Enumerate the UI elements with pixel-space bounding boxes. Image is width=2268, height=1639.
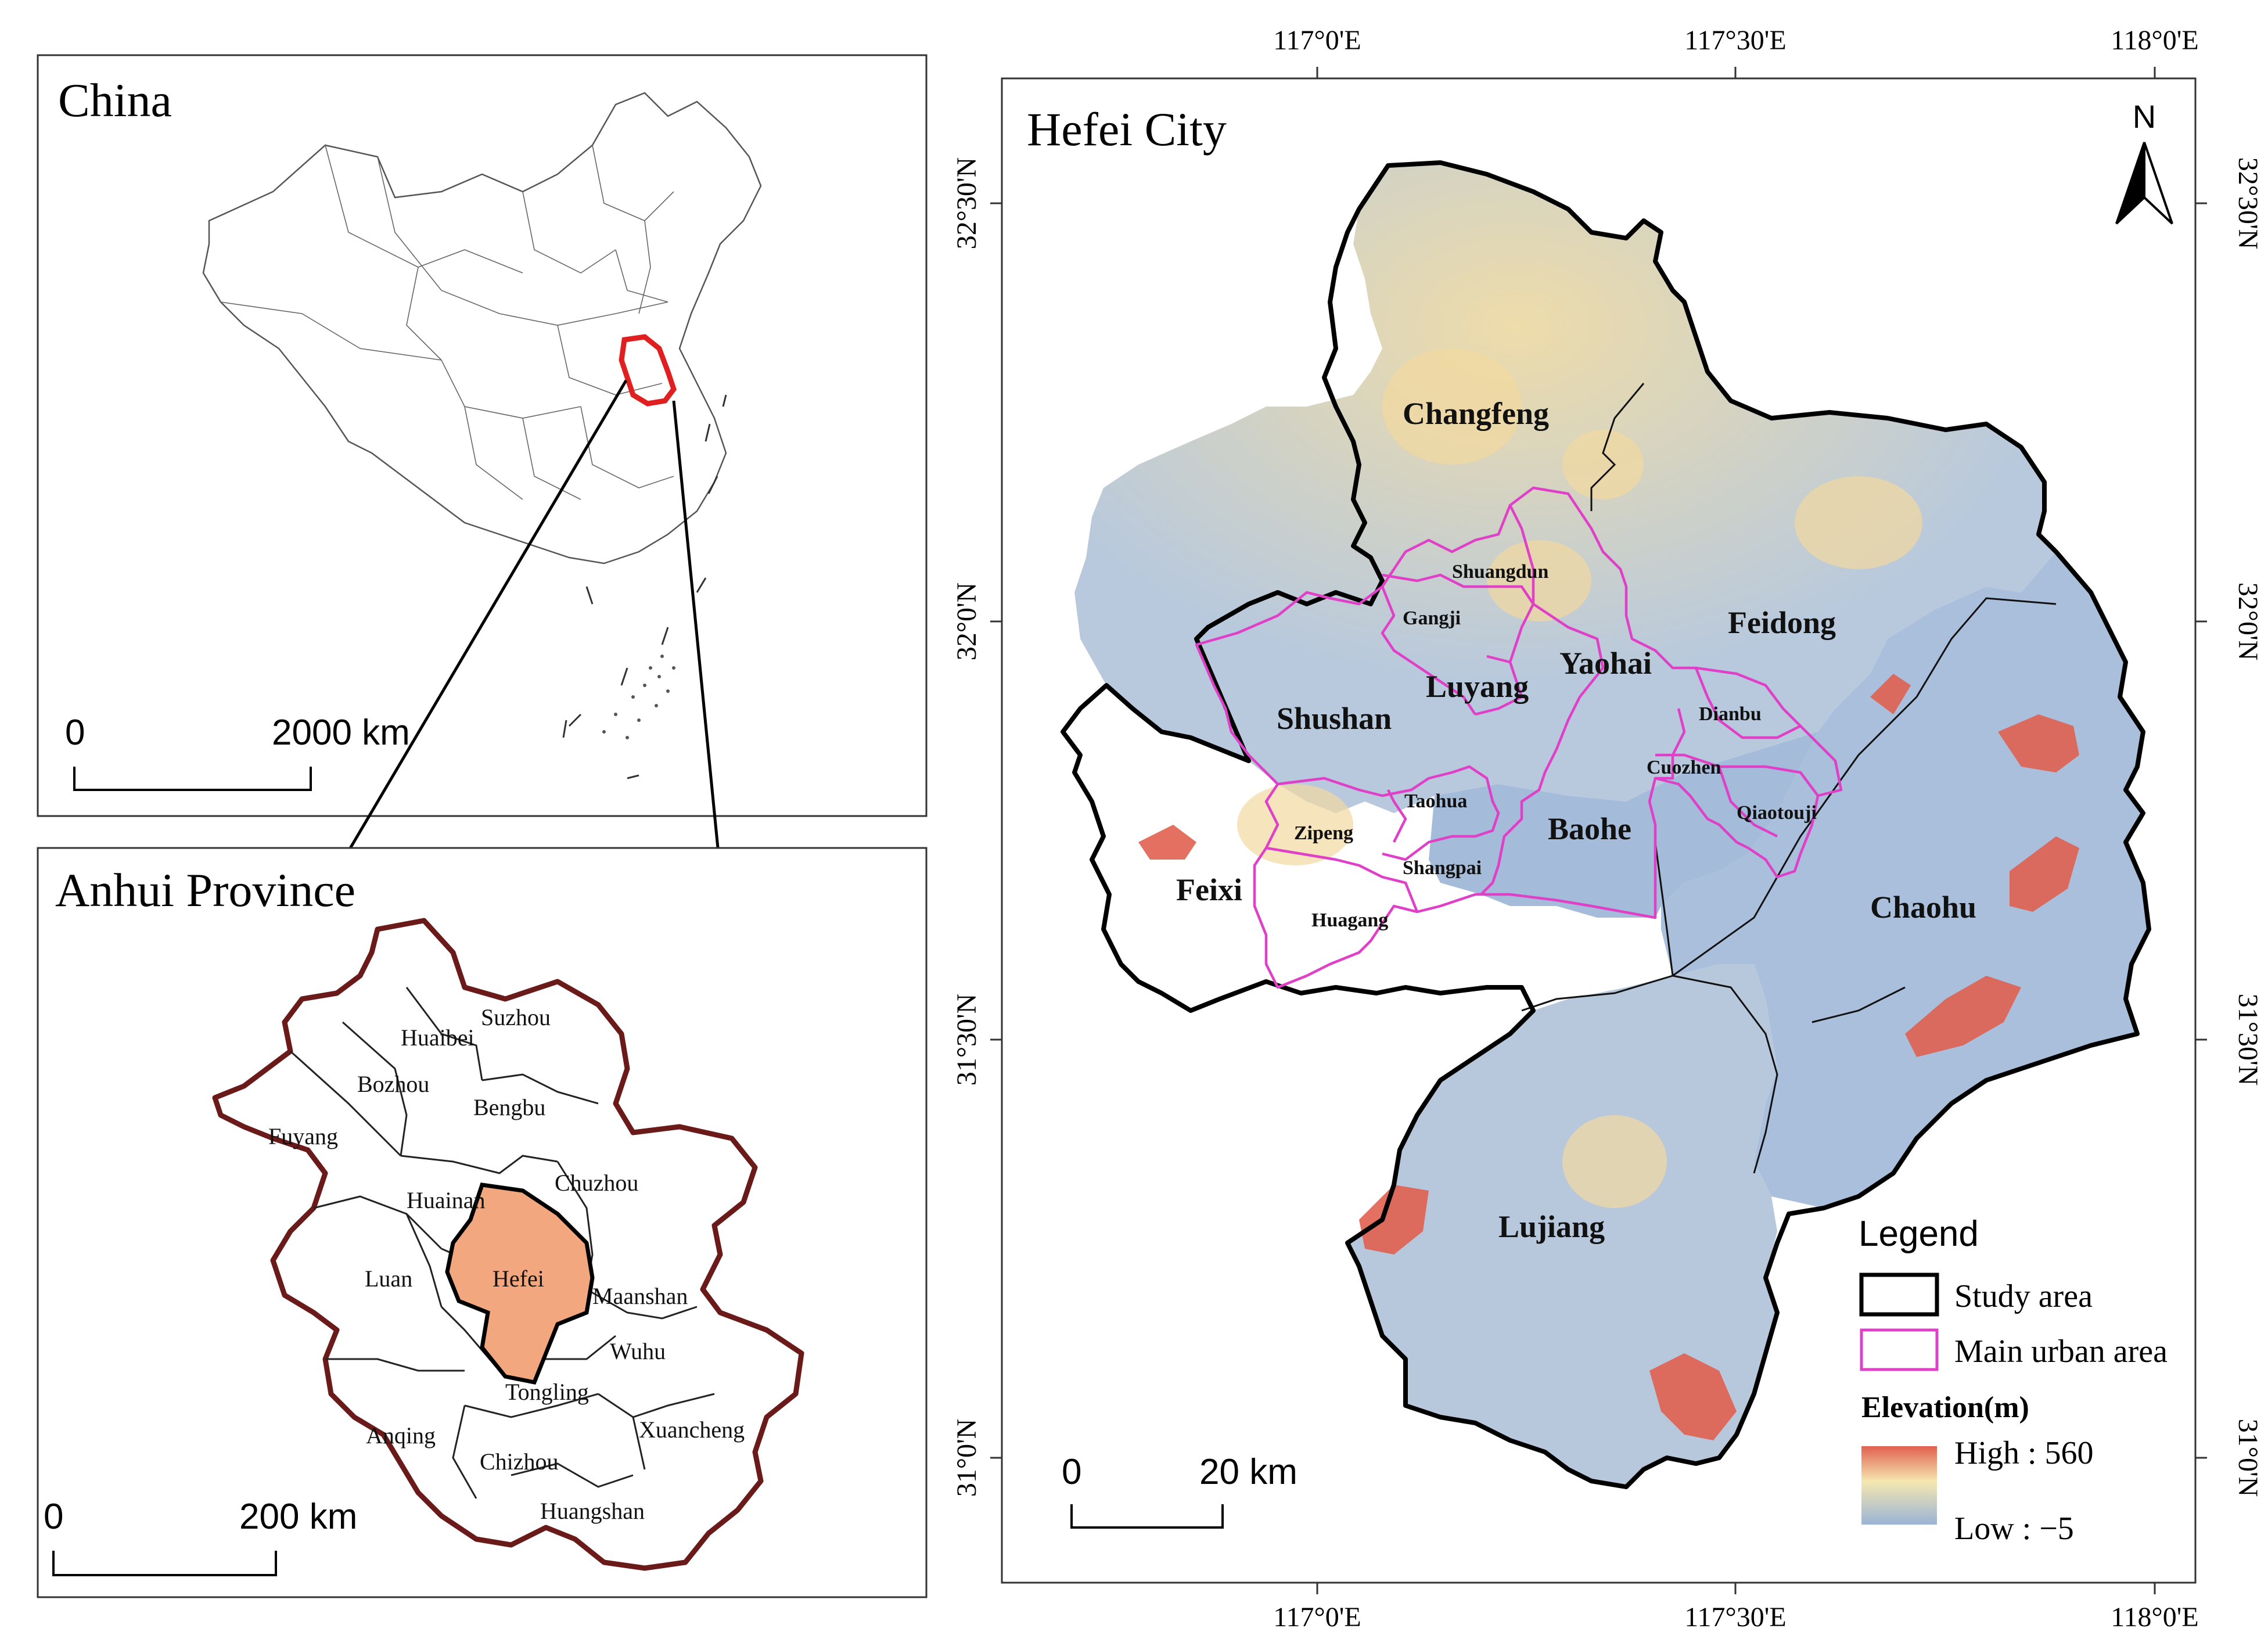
label-feixi: Feixi [1176,872,1242,907]
label-baohe: Baohe [1548,811,1631,846]
island-dots [602,655,675,739]
label-lujiang: Lujiang [1498,1209,1605,1244]
china-title: China [58,74,172,127]
label-hefei: Hefei [493,1266,544,1292]
subdistrict-labels: Shuangdun Gangji Dianbu Cuozhen Qiaotouj… [1294,561,1817,931]
svg-text:20 km: 20 km [1199,1452,1297,1492]
svg-text:N: N [2133,98,2156,135]
label-huagang: Huagang [1311,910,1388,931]
label-huangshan: Huangshan [540,1498,645,1524]
legend-title: Legend [1859,1214,1979,1254]
longitude-labels-top: 117°0'E 117°30'E 118°0'E [1273,25,2198,56]
district-labels: Changfeng Feidong Shushan Luyang Yaohai … [1176,396,1976,1244]
svg-text:118°0'E: 118°0'E [2111,1602,2198,1633]
south-china-sea-islands [562,394,727,779]
label-wuhu: Wuhu [610,1338,666,1364]
svg-text:0: 0 [1062,1452,1081,1492]
svg-text:32°30'N: 32°30'N [951,157,982,250]
label-dianbu: Dianbu [1699,703,1762,725]
legend-study-area-label: Study area [1954,1278,2093,1314]
label-maanshan: Maanshan [592,1283,688,1309]
label-feidong: Feidong [1728,605,1836,640]
label-changfeng: Changfeng [1403,396,1549,431]
label-cuozhen: Cuozhen [1647,757,1721,778]
svg-text:31°0'N: 31°0'N [951,1419,982,1497]
graticule-ticks [990,67,2207,1594]
latitude-labels-right: 32°30'N 32°0'N 31°30'N 31°0'N [2233,157,2263,1497]
svg-text:32°30'N: 32°30'N [2233,157,2263,250]
label-luan: Luan [365,1266,412,1292]
label-luyang: Luyang [1426,669,1529,704]
label-bengbu: Bengbu [473,1094,545,1120]
svg-text:2000 km: 2000 km [272,713,410,753]
label-taohua: Taohua [1404,790,1467,812]
label-huaibei: Huaibei [401,1025,475,1051]
label-zipeng: Zipeng [1294,822,1353,844]
anhui-panel: Anhui Province Suzhou [37,847,928,1598]
legend-urban-swatch [1860,1328,1939,1371]
china-panel: China [37,54,928,817]
district-boundaries [1521,383,2057,1174]
label-chaohu: Chaohu [1870,890,1976,925]
svg-text:117°0'E: 117°0'E [1273,1602,1361,1633]
svg-text:32°0'N: 32°0'N [2233,583,2263,661]
svg-text:200 km: 200 km [239,1497,357,1537]
label-bozhou: Bozhou [357,1071,429,1097]
svg-text:31°0'N: 31°0'N [2233,1419,2263,1497]
anhui-scale-bar: 0 200 km [44,1497,357,1576]
study-area-outline [1061,160,2151,1489]
hefei-in-anhui [445,1182,595,1385]
longitude-labels-bottom: 117°0'E 117°30'E 118°0'E [1273,1602,2198,1633]
svg-text:31°30'N: 31°30'N [2233,994,2263,1086]
label-anqing: Anqing [366,1422,436,1448]
anhui-city-boundaries [289,987,715,1499]
label-shangpai: Shangpai [1403,857,1482,879]
label-xuancheng: Xuancheng [639,1417,745,1443]
legend-elevation-title: Elevation(m) [1861,1391,2029,1424]
china-province-lines [220,145,674,500]
legend-urban-label: Main urban area [1954,1334,2168,1370]
svg-text:32°0'N: 32°0'N [951,583,982,661]
hefei-title: Hefei City [1027,103,1227,156]
svg-text:0: 0 [65,713,85,753]
label-huainan: Huainan [407,1187,486,1213]
china-scale-bar: 0 2000 km [65,713,410,791]
legend-study-area-swatch [1859,1273,1939,1317]
label-chuzhou: Chuzhou [555,1170,638,1196]
elevation-raster [1074,163,2149,1487]
legend-elevation-ramp [1861,1446,1937,1525]
svg-text:117°0'E: 117°0'E [1273,25,1361,56]
svg-text:117°30'E: 117°30'E [1684,25,1786,56]
anhui-title: Anhui Province [55,864,355,916]
svg-text:31°30'N: 31°30'N [951,994,982,1086]
label-qiaotouji: Qiaotouji [1737,802,1817,824]
svg-text:0: 0 [44,1497,63,1537]
label-tongling: Tongling [505,1379,589,1405]
hefei-panel: 117°0'E 117°30'E 118°0'E 117°0'E 117°30'… [951,25,2263,1633]
label-chizhou: Chizhou [480,1448,559,1475]
hefei-scale-bar: 0 20 km [1062,1452,1297,1529]
map-legend: Legend Study area Main urban area Elevat… [1859,1214,2168,1547]
svg-text:118°0'E: 118°0'E [2111,25,2198,56]
label-yaohai: Yaohai [1559,646,1652,681]
legend-low-label: Low : −5 [1954,1511,2074,1547]
latitude-labels-left: 32°30'N 32°0'N 31°30'N 31°0'N [951,157,982,1497]
svg-text:117°30'E: 117°30'E [1684,1602,1786,1633]
main-urban-area [1195,486,1843,989]
label-shushan: Shushan [1277,701,1392,736]
north-arrow-icon: N [2115,98,2173,225]
label-suzhou: Suzhou [481,1004,551,1030]
label-gangji: Gangji [1403,608,1461,629]
anhui-city-labels: Suzhou Huaibei Bozhou Bengbu Fuyang Chuz… [268,1004,745,1524]
label-fuyang: Fuyang [268,1123,338,1149]
legend-high-label: High : 560 [1954,1435,2094,1471]
anhui-in-china [619,334,677,407]
label-shuangdun: Shuangdun [1452,561,1548,583]
